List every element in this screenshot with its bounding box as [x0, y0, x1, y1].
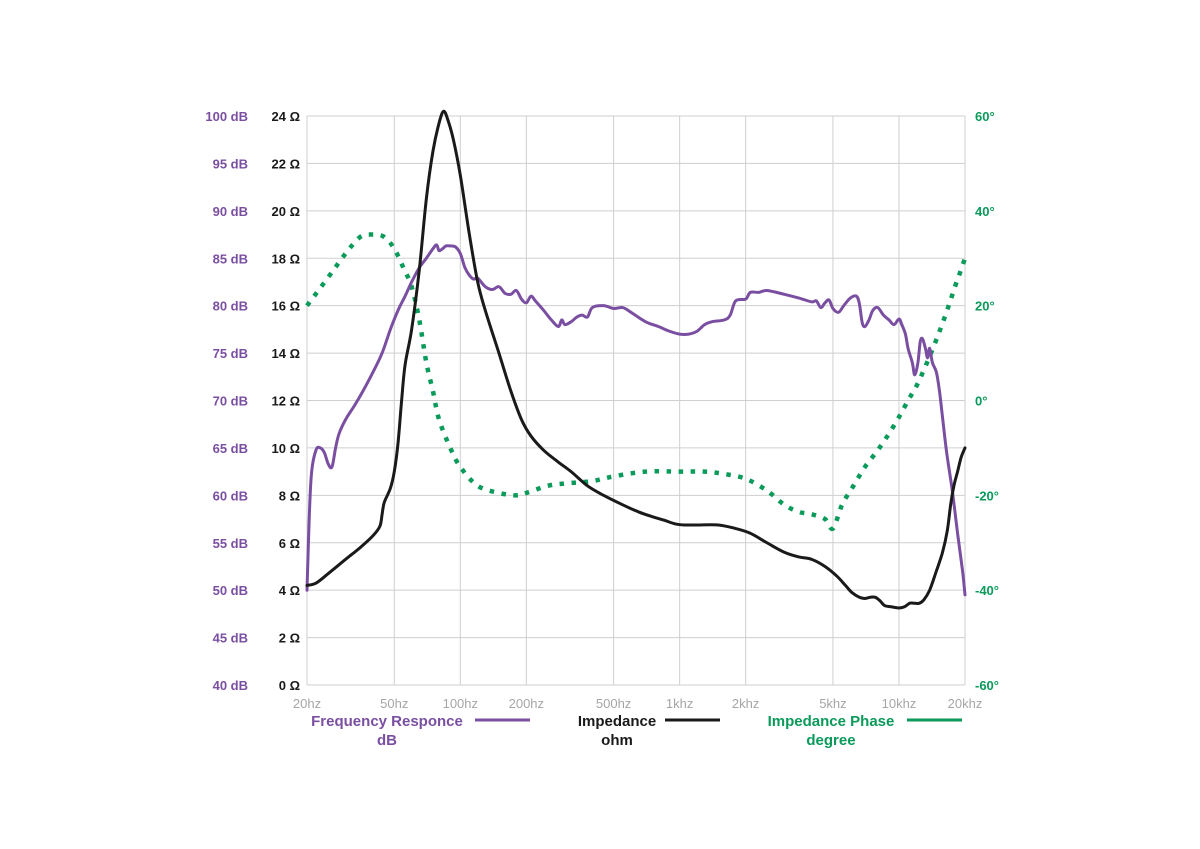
phase-tick-label: 40° — [975, 204, 995, 219]
db-tick-label: 50 dB — [213, 583, 248, 598]
frequency-tick-label: 200hz — [509, 696, 544, 711]
db-tick-label: 45 dB — [213, 631, 248, 646]
phase-tick-label: -40° — [975, 583, 999, 598]
ohm-tick-label: 4 Ω — [279, 583, 300, 598]
db-tick-label: 40 dB — [213, 678, 248, 693]
ohm-tick-label: 22 Ω — [272, 156, 301, 171]
frequency-tick-label: 5khz — [819, 696, 846, 711]
legend-impedance: Impedance ohm — [578, 713, 720, 749]
ohm-tick-label: 12 Ω — [272, 394, 301, 409]
legend-phase-label: Impedance Phase — [768, 713, 895, 730]
db-tick-label: 55 dB — [213, 536, 248, 551]
ohm-tick-label: 2 Ω — [279, 631, 300, 646]
frequency-tick-label: 2khz — [732, 696, 759, 711]
ohm-tick-label: 18 Ω — [272, 251, 301, 266]
db-tick-label: 60 dB — [213, 488, 248, 503]
db-tick-label: 70 dB — [213, 394, 248, 409]
impedance-phase-line — [305, 232, 968, 532]
db-tick-label: 85 dB — [213, 251, 248, 266]
series-layer — [305, 109, 968, 610]
ohm-tick-label: 20 Ω — [272, 204, 301, 219]
legend-phase-unit: degree — [806, 732, 855, 749]
db-tick-label: 65 dB — [213, 441, 248, 456]
frequency-tick-label: 1khz — [666, 696, 693, 711]
legend-impedance-unit: ohm — [601, 732, 633, 749]
frequency-tick-label: 20khz — [948, 696, 983, 711]
db-tick-label: 80 dB — [213, 299, 248, 314]
frequency-tick-label: 20hz — [293, 696, 321, 711]
phase-tick-label: 0° — [975, 394, 987, 409]
ohm-tick-label: 8 Ω — [279, 488, 300, 503]
phase-tick-label: 60° — [975, 109, 995, 124]
legend-frequency-label: Frequency Responce — [311, 713, 463, 730]
ohm-tick-label: 6 Ω — [279, 536, 300, 551]
phase-tick-label: -20° — [975, 488, 999, 503]
ohm-tick-label: 14 Ω — [272, 346, 301, 361]
legend-impedance-label: Impedance — [578, 713, 656, 730]
db-tick-label: 100 dB — [205, 109, 248, 124]
legend-frequency: Frequency Responce dB — [311, 713, 530, 749]
legend-phase: Impedance Phase degree — [768, 713, 962, 749]
legend: Frequency Responce dB Impedance ohm Impe… — [311, 713, 962, 749]
legend-frequency-unit: dB — [377, 732, 397, 749]
ohm-tick-label: 0 Ω — [279, 678, 300, 693]
frequency-axis: 20hz 50hz 100hz 200hz 500hz 1khz 2khz 5khz 10khz… — [293, 696, 982, 711]
phase-tick-label: 20° — [975, 299, 995, 314]
ohm-tick-label: 10 Ω — [272, 441, 301, 456]
phase-axis: -60° -40° -20° 0° 20° 40° 60° — [975, 109, 999, 693]
frequency-tick-label: 10khz — [882, 696, 917, 711]
ohm-axis: 0 Ω 2 Ω 4 Ω 6 Ω 8 Ω 10 Ω 12 Ω 14 Ω 16 Ω 18 Ω 20 Ω 2… — [272, 109, 301, 693]
impedance-line — [305, 109, 967, 610]
frequency-tick-label: 50hz — [380, 696, 408, 711]
frequency-tick-label: 500hz — [596, 696, 631, 711]
db-axis: 40 dB 45 dB 50 dB 55 dB 60 dB 65 dB 70 dB 75 dB… — [205, 109, 248, 693]
ohm-tick-label: 16 Ω — [272, 299, 301, 314]
db-tick-label: 75 dB — [213, 346, 248, 361]
frequency-tick-label: 100hz — [443, 696, 478, 711]
ohm-tick-label: 24 Ω — [272, 109, 301, 124]
phase-tick-label: -60° — [975, 678, 999, 693]
db-tick-label: 90 dB — [213, 204, 248, 219]
db-tick-label: 95 dB — [213, 156, 248, 171]
